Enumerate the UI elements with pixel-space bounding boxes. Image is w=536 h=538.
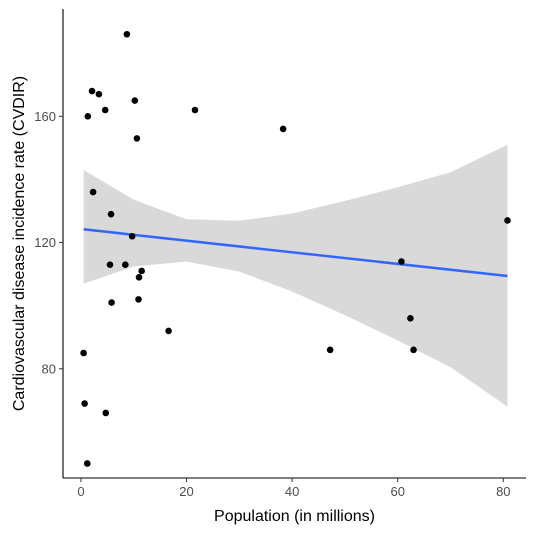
confidence-band (83, 144, 508, 407)
x-axis-title: Population (in millions) (214, 508, 375, 525)
data-point (410, 346, 417, 354)
data-point (138, 267, 145, 275)
y-axis-title: Cardiovascular disease incidence rate (C… (11, 76, 28, 411)
x-tick-label: 20 (179, 484, 193, 499)
data-point (407, 315, 414, 322)
data-point (398, 258, 405, 265)
data-point (131, 97, 139, 104)
x-tick-label: 80 (496, 484, 510, 499)
data-point (89, 188, 97, 196)
data-point (165, 327, 172, 335)
x-tick-label: 60 (390, 484, 404, 499)
fit-line-layer (83, 228, 508, 278)
data-point (133, 135, 141, 142)
data-point (83, 460, 91, 467)
y-ticks-layer: 80 120 160 (34, 109, 63, 376)
x-tick-label: 0 (77, 484, 84, 499)
data-point (128, 232, 136, 240)
data-point (102, 409, 110, 417)
data-point (121, 261, 129, 268)
y-tick-label: 80 (42, 361, 56, 376)
data-point (107, 210, 115, 218)
data-point (101, 106, 109, 114)
data-point (81, 400, 88, 407)
data-point (191, 106, 199, 114)
data-point (106, 261, 114, 268)
data-point (108, 299, 115, 306)
data-point (504, 217, 511, 224)
axes-layer (62, 9, 526, 479)
data-point (123, 30, 131, 38)
data-point (84, 113, 92, 120)
data-point (135, 296, 142, 303)
data-point (95, 90, 103, 98)
data-point (80, 349, 87, 357)
x-ticks-layer: 0 20 40 60 80 (77, 478, 511, 499)
confidence-band-layer (83, 144, 508, 407)
x-tick-label: 40 (285, 484, 299, 499)
data-point (326, 346, 334, 354)
data-point (88, 87, 96, 95)
data-points-layer (80, 30, 511, 467)
y-tick-label: 120 (34, 235, 56, 250)
regression-line (83, 228, 508, 278)
data-point (135, 273, 143, 281)
data-point (279, 125, 287, 133)
y-tick-label: 160 (34, 109, 56, 124)
